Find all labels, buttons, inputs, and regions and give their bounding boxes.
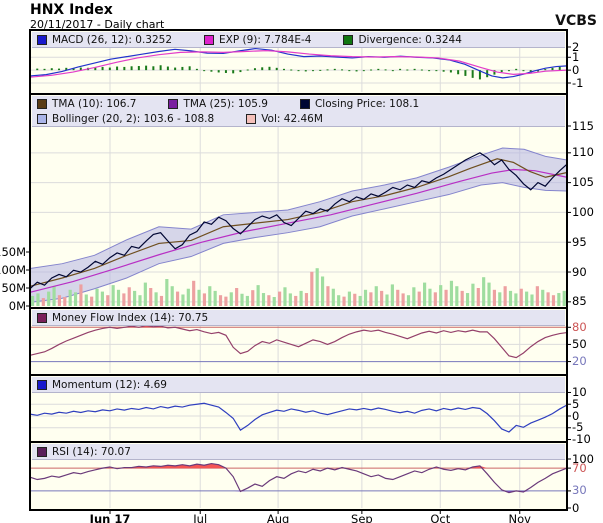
panel-legend-mfi: Money Flow Index (14): 70.75	[32, 310, 565, 326]
legend-swatch-icon	[37, 98, 47, 109]
y-axis-label: 105	[572, 175, 594, 190]
y-axis-label: 100	[572, 204, 594, 219]
legend-row: Bollinger (20, 2): 103.6 - 108.8 Vol: 42.…	[32, 111, 565, 126]
legend-swatch-icon	[37, 113, 47, 124]
panel-legend-mom: Momentum (12): 4.69	[32, 377, 565, 393]
legend-swatch-icon	[168, 98, 179, 109]
y-axis-label: 95	[572, 234, 587, 249]
legend-label: Divergence: 0.3244	[358, 33, 462, 46]
legend-label: MACD (26, 12): 0.3252	[52, 33, 173, 46]
legend-row: Money Flow Index (14): 70.75	[32, 310, 565, 325]
y-axis-label: 50	[572, 336, 587, 351]
legend-item: MACD (26, 12): 0.3252	[37, 34, 172, 46]
y-axis-label: -1	[572, 75, 584, 90]
legend-row: MACD (26, 12): 0.3252 EXP (9): 7.784E-4 Di…	[32, 32, 565, 47]
legend-swatch-icon	[343, 34, 354, 45]
legend-item: Momentum (12): 4.69	[37, 379, 167, 391]
y-axis-label: 70	[572, 460, 587, 475]
x-axis-label: Jun 17	[89, 512, 131, 523]
legend-swatch-icon	[37, 446, 47, 457]
legend-label: Bollinger (20, 2): 103.6 - 108.8	[52, 112, 215, 125]
y-axis-label: -5	[572, 420, 584, 435]
volume-axis-label: 50M	[1, 281, 26, 295]
legend-label: Closing Price: 108.1	[314, 97, 420, 110]
page-title: HNX Index	[30, 2, 113, 18]
y-axis-label: 0	[572, 408, 580, 423]
y-axis-label: 0	[572, 62, 580, 77]
legend-row: RSI (14): 70.07	[32, 444, 565, 459]
legend-label: TMA (10): 106.7	[52, 97, 137, 110]
legend-swatch-icon	[246, 113, 257, 124]
legend-item: Divergence: 0.3244	[343, 33, 462, 46]
brand-logo: VCBS	[555, 13, 597, 29]
x-axis-label: Aug	[266, 512, 290, 523]
legend-item: RSI (14): 70.07	[37, 446, 131, 458]
legend-item: Closing Price: 108.1	[299, 97, 420, 110]
y-axis-label: 1	[572, 49, 580, 64]
x-axis-label: Jul	[193, 512, 208, 523]
y-axis-label: 110	[572, 145, 594, 160]
legend-swatch-icon	[37, 34, 47, 45]
legend-item: TMA (10): 106.7	[37, 98, 136, 110]
legend-swatch-icon	[299, 98, 310, 109]
legend-item: Bollinger (20, 2): 103.6 - 108.8	[37, 113, 214, 125]
legend-label: Money Flow Index (14): 70.75	[52, 311, 209, 324]
x-axis-label: Nov	[508, 512, 531, 523]
x-axis-label: Sep	[351, 512, 373, 523]
legend-label: Vol: 42.46M	[261, 112, 323, 125]
y-axis-label: -10	[572, 432, 591, 447]
legend-item: TMA (25): 105.9	[168, 97, 268, 110]
y-axis-label: 100	[572, 451, 594, 466]
volume-axis-label: 100M	[0, 263, 26, 277]
y-axis-label: 115	[572, 118, 594, 133]
x-axis-label: Oct	[430, 512, 451, 523]
y-axis-label: 2	[572, 39, 580, 54]
legend-label: TMA (25): 105.9	[183, 97, 268, 110]
panel-legend-rsi: RSI (14): 70.07	[32, 444, 565, 460]
legend-item: Money Flow Index (14): 70.75	[37, 312, 208, 324]
legend-label: Momentum (12): 4.69	[52, 378, 167, 391]
legend-swatch-icon	[37, 379, 47, 390]
legend-row: Momentum (12): 4.69	[32, 377, 565, 392]
volume-axis-label: 0M	[8, 299, 26, 313]
legend-row: TMA (10): 106.7 TMA (25): 105.9 Closing Pr…	[32, 96, 565, 111]
y-axis-label: 20	[572, 354, 587, 369]
y-axis-label: 0	[572, 500, 580, 515]
legend-swatch-icon	[37, 312, 47, 323]
legend-swatch-icon	[204, 34, 215, 45]
legend-label: RSI (14): 70.07	[52, 445, 131, 458]
panel-legend-macd: MACD (26, 12): 0.3252 EXP (9): 7.784E-4 Di…	[32, 32, 565, 48]
chart-subtitle: 20/11/2017 - Daily chart	[30, 18, 165, 31]
legend-label: EXP (9): 7.784E-4	[219, 33, 312, 46]
y-axis-label: 90	[572, 264, 587, 279]
y-axis-label: 80	[572, 319, 587, 334]
y-axis-label: 85	[572, 294, 587, 309]
y-axis-label: 5	[572, 396, 580, 411]
panel-legend-main: TMA (10): 106.7 TMA (25): 105.9 Closing Pr…	[32, 96, 565, 127]
legend-item: EXP (9): 7.784E-4	[204, 34, 311, 46]
legend-item: Vol: 42.46M	[246, 113, 323, 125]
y-axis-label: 10	[572, 384, 587, 399]
y-axis-label: 30	[572, 483, 587, 498]
